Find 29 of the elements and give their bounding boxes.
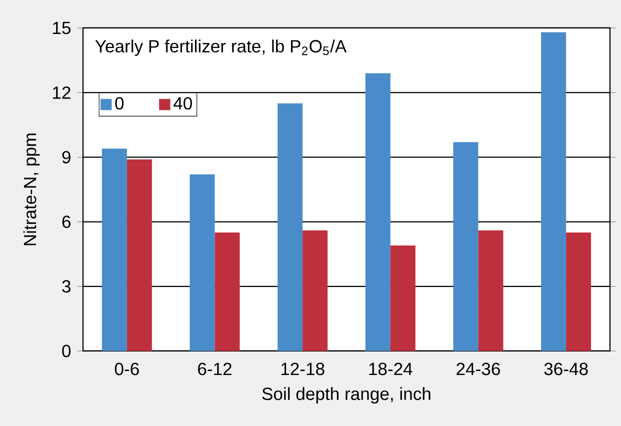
bar [453,142,478,351]
y-axis-title: Nitrate-N, ppm [23,134,40,246]
bar [541,32,566,351]
bar [390,245,416,351]
y-tick-label: 6 [62,216,70,228]
x-tick-label: 12-18 [281,362,324,376]
bar [302,230,328,351]
bar [214,232,240,351]
y-tick-label: 9 [62,150,70,164]
x-tick-label: 6-12 [198,362,232,376]
x-tick-label: 36-48 [544,362,588,376]
x-tick-label: 24-36 [456,362,500,376]
legend-label: 0 [115,97,124,110]
y-tick-label: 3 [62,280,70,293]
legend-label: 40 [174,97,192,110]
bar [566,232,592,351]
bar [365,73,390,351]
bar [126,159,152,351]
x-axis-title: Soil depth range, inch [262,387,430,404]
bar [478,230,504,351]
bar [102,148,127,351]
y-tick-label: 12 [53,86,70,99]
y-tick-label: 0 [62,344,71,358]
x-tick-label: 18-24 [369,362,412,376]
legend-title: Yearly P fertilizer rate, lb P$_{2}$O$_{5}$/A [95,40,347,56]
y-tick-label: 15 [53,22,71,34]
x-tick-label: 0-6 [114,362,139,376]
bar [190,174,215,351]
bar [278,103,303,351]
